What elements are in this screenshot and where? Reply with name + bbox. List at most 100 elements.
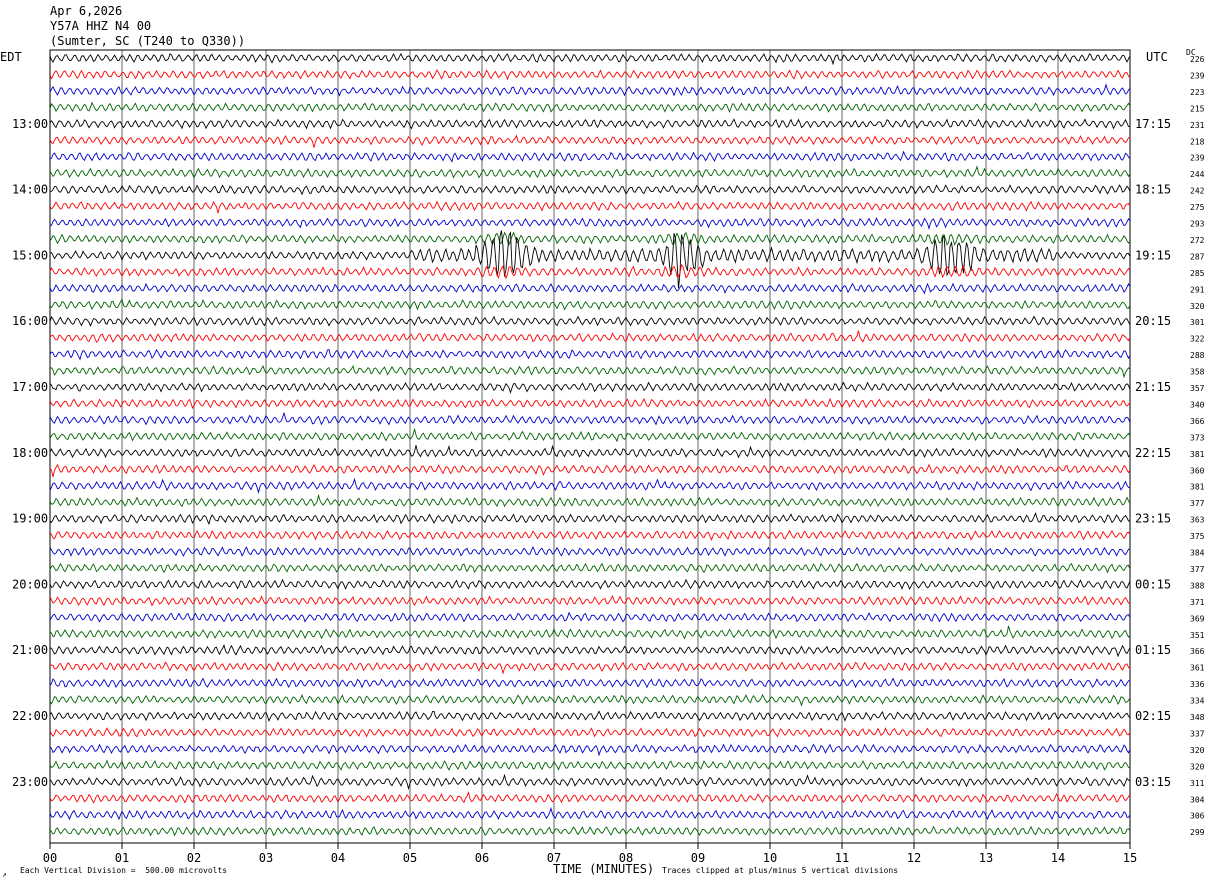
trace-row	[49, 397, 1131, 410]
x-tick-label: 05	[403, 851, 417, 865]
dc-offset-value: 388	[1190, 581, 1205, 590]
trace-row	[49, 727, 1131, 738]
dc-offset-value: 272	[1190, 236, 1205, 245]
trace-row	[49, 825, 1131, 837]
x-tick-label: 00	[43, 851, 57, 865]
trace-row	[49, 83, 1131, 97]
dc-offset-value: 348	[1190, 713, 1205, 722]
dc-offset-value: 293	[1190, 220, 1205, 229]
right-hour-label: 20:15	[1135, 314, 1171, 328]
trace-row	[49, 661, 1131, 675]
x-tick-label: 01	[115, 851, 129, 865]
left-hour-label: 20:00	[12, 577, 48, 591]
x-tick-label: 12	[907, 851, 921, 865]
trace-row	[49, 263, 1131, 280]
x-tick-label: 13	[979, 851, 993, 865]
x-tick-label: 14	[1051, 851, 1065, 865]
scale-note: Each Vertical Division = 500.00 microvol…	[20, 866, 228, 875]
dc-offset-value: 275	[1190, 203, 1205, 212]
dc-offset-value: 320	[1190, 746, 1205, 755]
dc-offset-value: 351	[1190, 631, 1205, 640]
x-tick-label: 04	[331, 851, 345, 865]
dc-offset-value: 320	[1190, 302, 1205, 311]
dc-offset-value: 311	[1190, 779, 1205, 788]
dc-offset-header: DC	[1186, 48, 1196, 57]
trace-row	[49, 512, 1131, 526]
trace-row	[49, 546, 1131, 557]
dc-offset-value: 336	[1190, 680, 1205, 689]
trace-row	[49, 562, 1131, 574]
dc-offset-value: 375	[1190, 532, 1205, 541]
left-hour-label: 14:00	[12, 183, 48, 197]
trace-row	[49, 282, 1131, 295]
trace-row	[49, 330, 1131, 343]
x-tick-label: 06	[475, 851, 489, 865]
left-hour-label: 19:00	[12, 512, 48, 526]
x-tick-label: 02	[187, 851, 201, 865]
trace-row	[49, 348, 1131, 361]
x-tick-label: 08	[619, 851, 633, 865]
trace-row	[49, 231, 1131, 246]
x-tick-label: 11	[835, 851, 849, 865]
trace-row	[49, 806, 1131, 821]
trace-row	[49, 594, 1131, 607]
trace-row	[49, 477, 1131, 494]
right-hour-label: 00:15	[1135, 577, 1171, 591]
trace-row	[49, 529, 1131, 541]
dc-offset-value: 291	[1190, 285, 1205, 294]
trace-row	[49, 773, 1131, 791]
trace-row	[49, 134, 1131, 148]
dc-offset-value: 377	[1190, 565, 1205, 574]
right-hour-label: 21:15	[1135, 380, 1171, 394]
trace-row	[49, 52, 1131, 66]
trace-row	[49, 611, 1131, 623]
dc-offset-value: 384	[1190, 549, 1205, 558]
trace-row	[49, 184, 1131, 196]
dc-offset-value: 320	[1190, 762, 1205, 771]
trace-row	[49, 364, 1131, 379]
trace-row	[49, 118, 1131, 130]
x-tick-label: 03	[259, 851, 273, 865]
station-location: (Sumter, SC (T240 to Q330))	[50, 34, 246, 48]
clip-note: Traces clipped at plus/minus 5 vertical …	[662, 866, 899, 875]
dc-offset-value: 239	[1190, 71, 1205, 80]
trace-row	[49, 444, 1131, 459]
left-hour-label: 17:00	[12, 380, 48, 394]
dc-offset-value: 373	[1190, 433, 1205, 442]
right-hour-label: 02:15	[1135, 709, 1171, 723]
dc-offset-value: 366	[1190, 417, 1205, 426]
trace-row	[49, 69, 1131, 81]
dc-offset-value: 340	[1190, 400, 1205, 409]
dc-offset-value: 381	[1190, 450, 1205, 459]
dc-offset-value: 304	[1190, 795, 1205, 804]
dc-offset-value: 369	[1190, 614, 1205, 623]
corner-mark: ↗	[2, 870, 7, 879]
dc-offset-value: 215	[1190, 104, 1205, 113]
dc-offset-value: 223	[1190, 88, 1205, 97]
dc-offset-value: 322	[1190, 335, 1205, 344]
dc-offset-value: 361	[1190, 664, 1205, 673]
dc-offset-value: 377	[1190, 499, 1205, 508]
trace-row	[49, 693, 1131, 707]
dc-offset-value: 306	[1190, 812, 1205, 821]
right-hour-label: 19:15	[1135, 248, 1171, 262]
right-hour-label: 17:15	[1135, 117, 1171, 131]
dc-offset-value: 285	[1190, 269, 1205, 278]
trace-row	[49, 381, 1131, 394]
trace-row	[49, 625, 1131, 640]
dc-offset-value: 358	[1190, 368, 1205, 377]
trace-row	[49, 578, 1131, 590]
left-hour-label: 22:00	[12, 709, 48, 723]
right-hour-label: 18:15	[1135, 183, 1171, 197]
dc-offset-value: 226	[1190, 55, 1205, 64]
trace-row	[49, 101, 1131, 114]
trace-row	[49, 463, 1131, 478]
left-hour-label: 15:00	[12, 248, 48, 262]
dc-offset-value: 231	[1190, 121, 1205, 130]
dc-offset-value: 363	[1190, 516, 1205, 525]
left-hour-label: 13:00	[12, 117, 48, 131]
trace-row	[49, 493, 1131, 508]
trace-row	[49, 165, 1131, 179]
trace-row	[49, 217, 1131, 230]
trace-row	[49, 743, 1131, 757]
